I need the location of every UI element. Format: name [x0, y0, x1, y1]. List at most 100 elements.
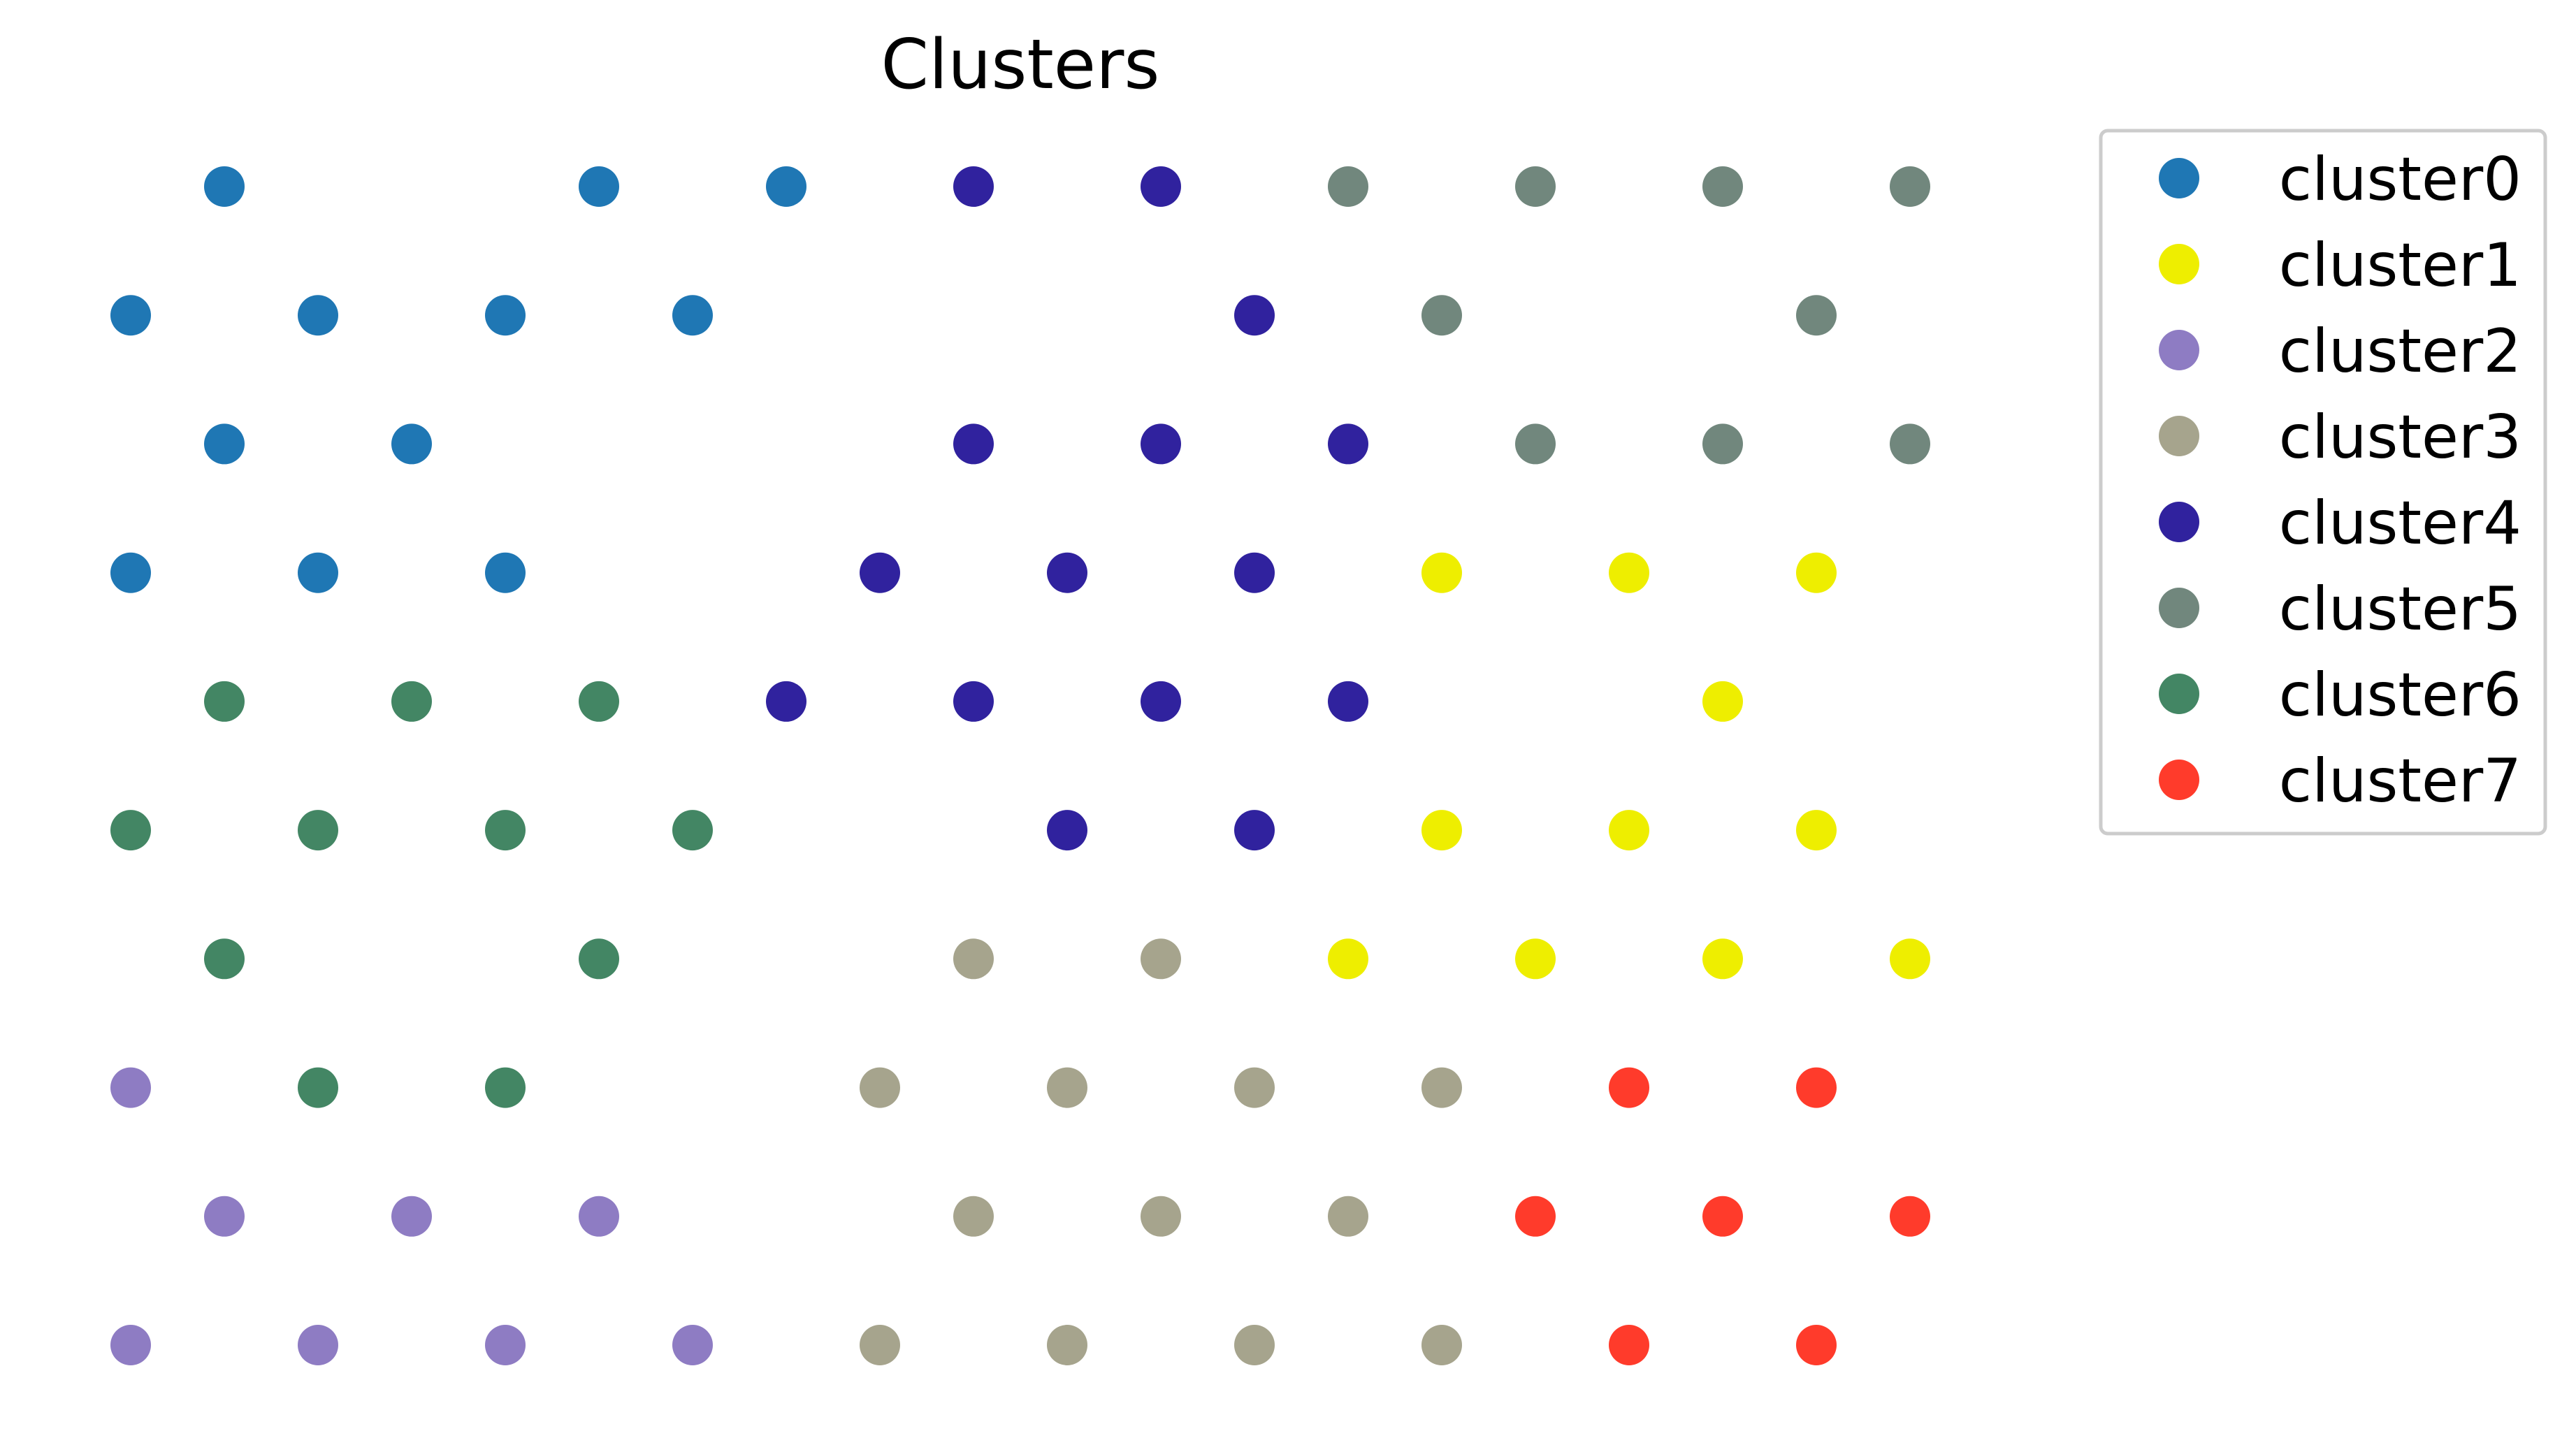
- data-point-cluster4-7: [1047, 552, 1087, 593]
- data-point-cluster6-5: [485, 810, 526, 851]
- legend: cluster0 cluster1 cluster2 cluster3 cluster4…: [2099, 129, 2547, 836]
- data-point-cluster3-7: [1141, 1196, 1181, 1237]
- legend-marker-cluster6: [2159, 674, 2199, 714]
- data-point-cluster1-8: [1515, 938, 1556, 980]
- legend-entries: cluster0 cluster1 cluster2 cluster3 cluster4…: [2159, 145, 2521, 816]
- data-point-cluster1-0: [1421, 552, 1462, 593]
- data-point-cluster4-1: [1141, 166, 1181, 207]
- data-point-cluster3-5: [1421, 1067, 1462, 1108]
- legend-marker-cluster1: [2159, 244, 2199, 284]
- legend-entry-cluster3: cluster3: [2159, 402, 2521, 472]
- data-point-cluster4-5: [1328, 423, 1368, 465]
- data-point-cluster1-6: [1796, 810, 1837, 851]
- data-point-cluster2-6: [485, 1325, 526, 1365]
- data-point-cluster4-0: [953, 166, 994, 207]
- data-point-cluster4-2: [1234, 295, 1275, 336]
- data-point-cluster4-13: [1047, 810, 1087, 851]
- legend-marker-cluster2: [2159, 330, 2199, 370]
- data-point-cluster6-0: [204, 681, 245, 722]
- data-point-cluster4-12: [1328, 681, 1368, 722]
- data-point-cluster4-14: [1234, 810, 1275, 851]
- data-point-cluster0-11: [485, 552, 526, 593]
- data-point-cluster5-4: [1421, 295, 1462, 336]
- legend-label-cluster4: cluster4: [2279, 488, 2521, 558]
- data-point-cluster1-3: [1702, 681, 1743, 722]
- data-point-cluster7-3: [1702, 1196, 1743, 1237]
- data-point-cluster0-8: [391, 423, 432, 465]
- legend-frame: [2099, 129, 2547, 836]
- data-point-cluster3-8: [1328, 1196, 1368, 1237]
- data-point-cluster0-2: [766, 166, 806, 207]
- data-point-cluster5-6: [1515, 423, 1556, 465]
- data-point-cluster1-5: [1609, 810, 1649, 851]
- data-point-cluster4-9: [766, 681, 806, 722]
- legend-entry-cluster1: cluster1: [2159, 231, 2521, 300]
- data-point-cluster0-1: [579, 166, 619, 207]
- data-point-cluster7-4: [1890, 1196, 1930, 1237]
- series-cluster1: [1328, 552, 1930, 980]
- data-point-cluster4-8: [1234, 552, 1275, 593]
- data-point-cluster6-7: [204, 938, 245, 980]
- data-point-cluster0-9: [110, 552, 151, 593]
- data-point-cluster1-2: [1796, 552, 1837, 593]
- data-point-cluster5-3: [1890, 166, 1930, 207]
- legend-marker-cluster4: [2159, 502, 2199, 542]
- data-point-cluster2-2: [391, 1196, 432, 1237]
- chart-title: Clusters: [881, 25, 1160, 105]
- data-point-cluster0-5: [485, 295, 526, 336]
- legend-label-cluster5: cluster5: [2279, 574, 2521, 644]
- data-point-cluster2-0: [110, 1067, 151, 1108]
- data-point-cluster3-9: [860, 1325, 900, 1365]
- data-point-cluster3-11: [1234, 1325, 1275, 1365]
- legend-entry-cluster4: cluster4: [2159, 488, 2521, 558]
- legend-label-cluster3: cluster3: [2279, 402, 2521, 472]
- legend-marker-cluster3: [2159, 416, 2199, 456]
- legend-label-cluster7: cluster7: [2279, 746, 2521, 816]
- data-point-cluster0-4: [298, 295, 338, 336]
- data-point-cluster1-4: [1421, 810, 1462, 851]
- data-point-cluster6-8: [579, 938, 619, 980]
- legend-entry-cluster5: cluster5: [2159, 574, 2521, 644]
- data-point-cluster6-10: [485, 1067, 526, 1108]
- legend-label-cluster0: cluster0: [2279, 145, 2521, 215]
- data-point-cluster6-4: [298, 810, 338, 851]
- data-point-cluster0-3: [110, 295, 151, 336]
- data-point-cluster4-3: [953, 423, 994, 465]
- data-point-cluster0-0: [204, 166, 245, 207]
- data-point-cluster6-2: [579, 681, 619, 722]
- data-point-cluster5-0: [1328, 166, 1368, 207]
- data-point-cluster4-6: [860, 552, 900, 593]
- data-point-cluster6-6: [672, 810, 713, 851]
- data-point-cluster3-2: [860, 1067, 900, 1108]
- data-point-cluster7-0: [1609, 1067, 1649, 1108]
- legend-entry-cluster0: cluster0: [2159, 145, 2521, 215]
- data-point-cluster1-9: [1702, 938, 1743, 980]
- legend-marker-cluster7: [2159, 760, 2199, 800]
- data-point-cluster3-3: [1047, 1067, 1087, 1108]
- legend-label-cluster2: cluster2: [2279, 317, 2521, 386]
- plot-area: [110, 166, 1930, 1365]
- data-point-cluster7-1: [1796, 1067, 1837, 1108]
- data-point-cluster4-4: [1141, 423, 1181, 465]
- data-point-cluster0-6: [672, 295, 713, 336]
- data-point-cluster3-10: [1047, 1325, 1087, 1365]
- series-cluster4: [766, 166, 1368, 851]
- data-point-cluster2-5: [298, 1325, 338, 1365]
- legend-entry-cluster6: cluster6: [2159, 660, 2521, 730]
- data-point-cluster6-3: [110, 810, 151, 851]
- data-point-cluster2-7: [672, 1325, 713, 1365]
- data-point-cluster4-10: [953, 681, 994, 722]
- data-point-cluster3-12: [1421, 1325, 1462, 1365]
- data-point-cluster3-6: [953, 1196, 994, 1237]
- data-point-cluster5-1: [1515, 166, 1556, 207]
- legend-marker-cluster0: [2159, 158, 2199, 198]
- data-point-cluster1-10: [1890, 938, 1930, 980]
- data-point-cluster1-7: [1328, 938, 1368, 980]
- data-point-cluster2-4: [110, 1325, 151, 1365]
- data-point-cluster7-6: [1796, 1325, 1837, 1365]
- data-point-cluster0-10: [298, 552, 338, 593]
- series-cluster3: [860, 938, 1462, 1365]
- data-point-cluster5-5: [1796, 295, 1837, 336]
- series-cluster6: [110, 681, 713, 1108]
- data-point-cluster7-5: [1609, 1325, 1649, 1365]
